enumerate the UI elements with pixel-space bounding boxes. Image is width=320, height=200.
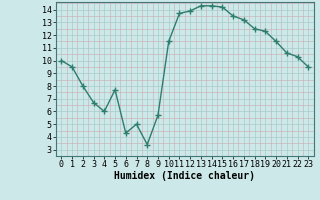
X-axis label: Humidex (Indice chaleur): Humidex (Indice chaleur)	[114, 171, 255, 181]
